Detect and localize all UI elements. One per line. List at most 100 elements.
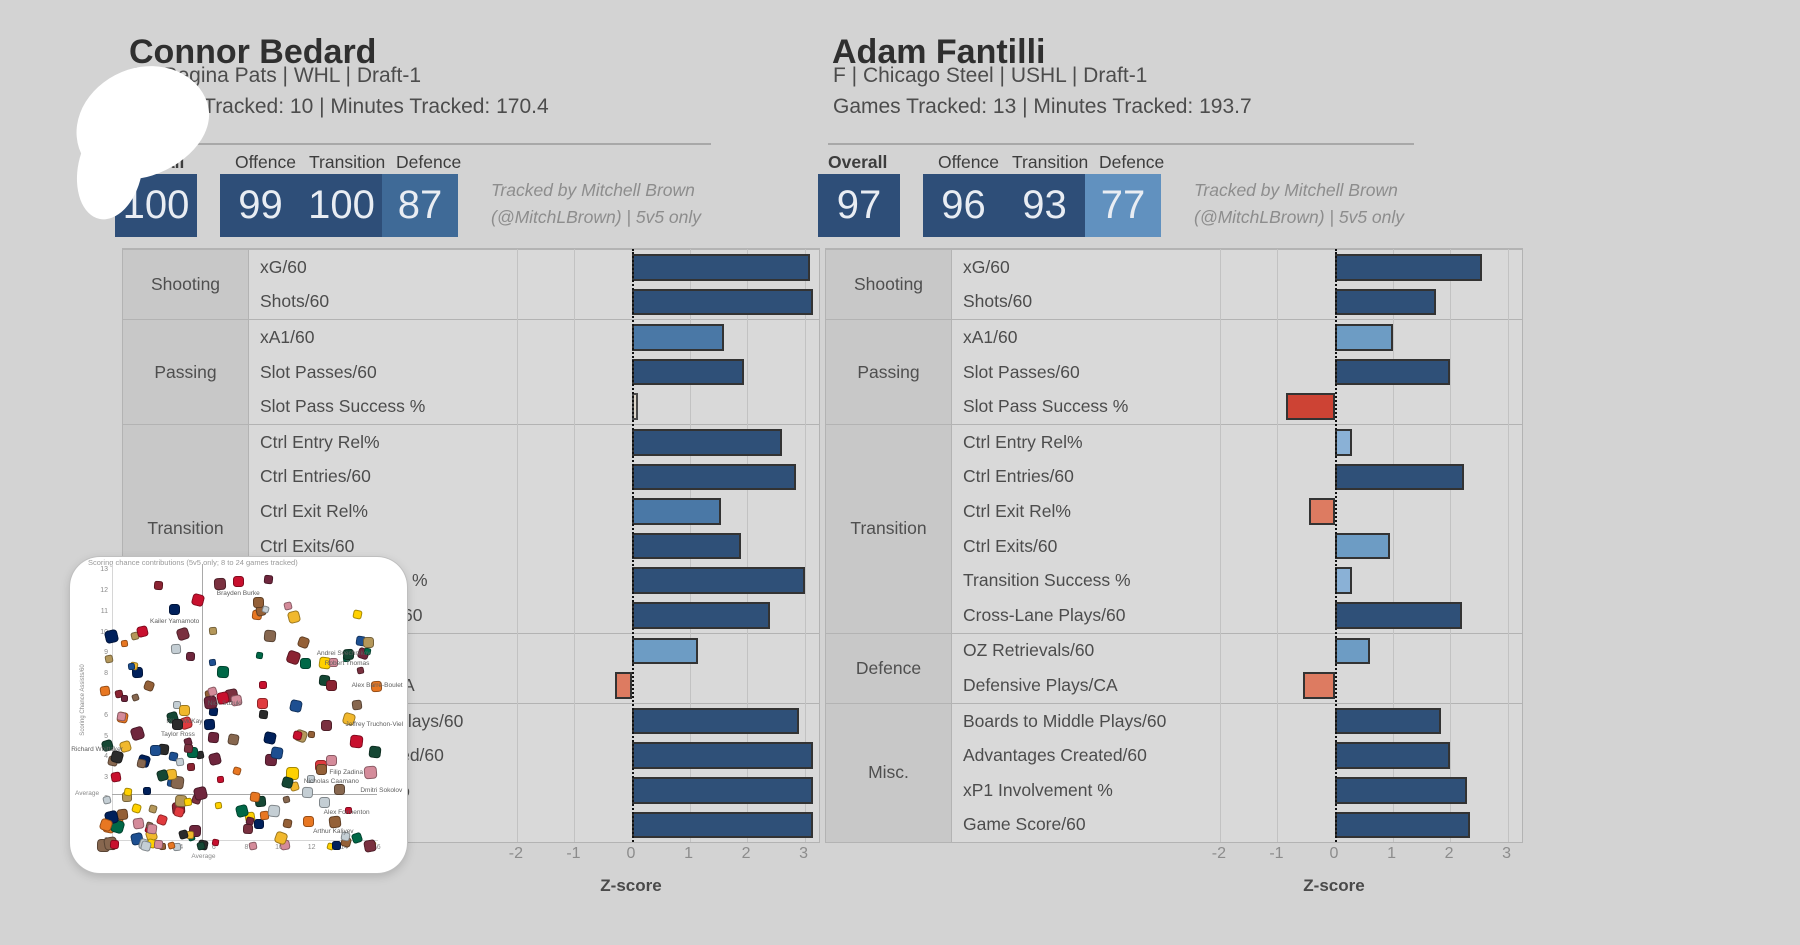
zscore-bar[interactable] — [632, 288, 814, 316]
zscore-bar[interactable] — [1335, 707, 1442, 735]
team-logo-dot[interactable] — [263, 629, 277, 643]
team-logo-dot[interactable] — [302, 786, 314, 799]
zscore-bar[interactable] — [1335, 324, 1393, 351]
zscore-bar[interactable] — [632, 637, 699, 665]
team-logo-dot[interactable] — [123, 787, 134, 798]
team-logo-dot[interactable] — [169, 604, 181, 616]
zscore-bar[interactable] — [1335, 254, 1482, 281]
team-logo-dot[interactable] — [368, 745, 382, 759]
team-logo-dot[interactable] — [178, 705, 190, 717]
team-logo-dot[interactable] — [147, 803, 158, 814]
team-logo-dot[interactable] — [110, 771, 123, 784]
team-logo-dot[interactable] — [120, 694, 128, 702]
team-logo-dot[interactable] — [183, 797, 193, 807]
team-logo-dot[interactable] — [331, 840, 341, 850]
team-logo-dot[interactable] — [172, 718, 184, 730]
team-logo-dot[interactable] — [213, 577, 226, 590]
zscore-bar[interactable] — [632, 254, 811, 281]
zscore-bar[interactable] — [632, 463, 796, 491]
team-logo-dot[interactable] — [208, 658, 217, 666]
zscore-bar[interactable] — [1335, 532, 1390, 560]
zscore-bar[interactable] — [1309, 498, 1335, 525]
team-logo-dot[interactable] — [142, 679, 156, 694]
team-logo-dot[interactable] — [132, 817, 146, 830]
team-logo-dot[interactable] — [257, 697, 269, 709]
team-logo-dot[interactable] — [120, 639, 129, 648]
team-logo-dot[interactable] — [171, 643, 182, 654]
zscore-bar[interactable] — [1335, 463, 1465, 491]
team-logo-dot[interactable] — [242, 824, 254, 835]
team-logo-dot[interactable] — [231, 765, 242, 776]
team-logo-dot[interactable] — [283, 600, 293, 611]
team-logo-dot[interactable] — [149, 744, 161, 756]
team-logo-dot[interactable] — [248, 791, 261, 803]
zscore-bar[interactable] — [1286, 393, 1335, 420]
zscore-bar[interactable] — [614, 672, 632, 699]
team-logo-dot[interactable] — [315, 764, 327, 776]
team-logo-dot[interactable] — [131, 802, 144, 815]
team-logo-dot[interactable] — [214, 801, 224, 811]
zscore-bar[interactable] — [632, 532, 742, 560]
defence-score-box[interactable]: 87 — [382, 174, 458, 237]
team-logo-dot[interactable] — [186, 762, 196, 772]
team-logo-dot[interactable] — [104, 654, 114, 664]
team-logo-dot[interactable] — [302, 816, 314, 828]
team-logo-dot[interactable] — [153, 581, 164, 591]
zscore-bar[interactable] — [632, 776, 814, 804]
zscore-bar[interactable] — [632, 428, 782, 456]
zscore-bar[interactable] — [1335, 742, 1451, 769]
zscore-bar[interactable] — [1303, 672, 1335, 699]
team-logo-dot[interactable] — [270, 745, 284, 760]
team-logo-dot[interactable] — [135, 624, 150, 639]
zscore-bar[interactable] — [632, 742, 814, 769]
team-logo-dot[interactable] — [308, 730, 316, 739]
zscore-bar[interactable] — [1335, 637, 1370, 665]
team-logo-dot[interactable] — [103, 628, 120, 645]
team-logo-dot[interactable] — [254, 819, 265, 830]
team-logo-dot[interactable] — [232, 576, 244, 588]
team-logo-dot[interactable] — [325, 680, 337, 692]
team-logo-dot[interactable] — [142, 787, 151, 796]
team-logo-dot[interactable] — [175, 626, 191, 642]
team-logo-dot[interactable] — [351, 608, 363, 620]
team-logo-dot[interactable] — [98, 685, 111, 698]
zscore-bar[interactable] — [1335, 428, 1353, 456]
team-logo-dot[interactable] — [153, 839, 163, 850]
team-logo-dot[interactable] — [320, 719, 332, 731]
team-logo-dot[interactable] — [183, 743, 193, 754]
team-logo-dot[interactable] — [296, 635, 312, 651]
team-logo-dot[interactable] — [333, 784, 345, 796]
team-logo-dot[interactable] — [258, 709, 268, 719]
zscore-bar[interactable] — [1335, 776, 1468, 804]
zscore-bar[interactable] — [1335, 288, 1436, 316]
team-logo-dot[interactable] — [101, 794, 112, 805]
team-logo-dot[interactable] — [248, 841, 258, 852]
team-logo-dot[interactable] — [208, 627, 217, 636]
team-logo-dot[interactable] — [286, 610, 302, 625]
team-logo-dot[interactable] — [216, 775, 225, 784]
offence-transition-score-box[interactable]: 96 93 — [923, 174, 1085, 237]
team-logo-dot[interactable] — [109, 840, 120, 850]
team-logo-dot[interactable] — [267, 804, 281, 818]
zscore-bar[interactable] — [632, 707, 799, 735]
team-logo-dot[interactable] — [131, 692, 141, 702]
team-logo-dot[interactable] — [282, 795, 292, 805]
team-logo-dot[interactable] — [258, 681, 268, 690]
team-logo-dot[interactable] — [116, 808, 130, 821]
zscore-bar[interactable] — [632, 358, 745, 386]
zscore-bar[interactable] — [632, 567, 805, 594]
team-logo-dot[interactable] — [255, 651, 264, 661]
zscore-bar[interactable] — [1335, 601, 1462, 629]
zscore-bar[interactable] — [632, 811, 814, 839]
team-logo-dot[interactable] — [175, 757, 185, 767]
team-logo-dot[interactable] — [362, 838, 377, 853]
team-logo-dot[interactable] — [325, 755, 337, 767]
team-logo-dot[interactable] — [363, 636, 375, 648]
zscore-bar[interactable] — [1335, 811, 1471, 839]
offence-transition-score-box[interactable]: 99 100 — [220, 174, 382, 237]
team-logo-dot[interactable] — [263, 574, 274, 584]
team-logo-dot[interactable] — [195, 840, 206, 851]
team-logo-dot[interactable] — [146, 823, 158, 835]
zscore-bar[interactable] — [632, 324, 725, 351]
overall-score-box[interactable]: 97 — [818, 174, 900, 237]
